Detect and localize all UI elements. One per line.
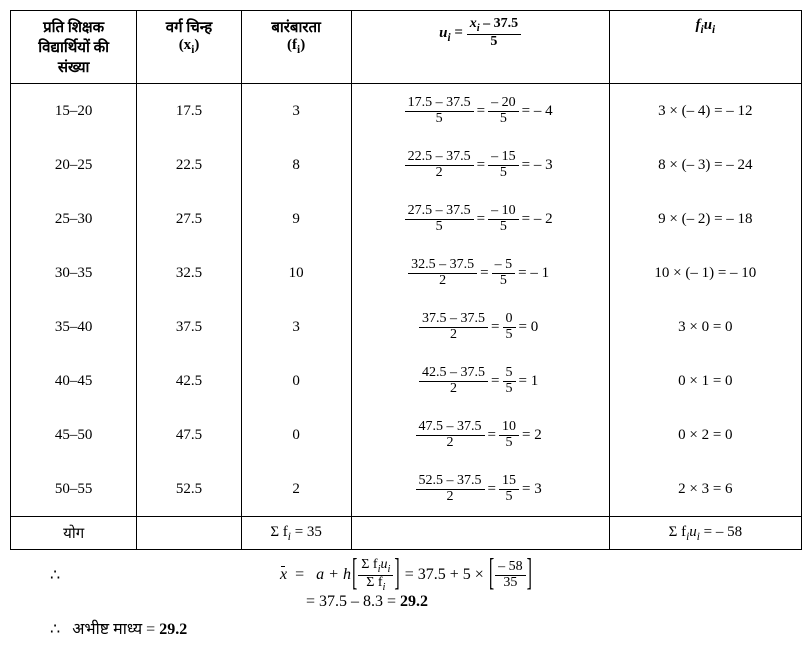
fnum-m: u (381, 557, 388, 572)
cell-u: 47.5 – 37.52=105 = 2 (351, 408, 609, 462)
cell-u: 17.5 – 37.55=– 205 = – 4 (351, 84, 609, 139)
h4-eq: = (451, 25, 467, 41)
cell-x: 32.5 (137, 246, 241, 300)
h3-l2a: (f (287, 37, 297, 53)
calc-mid: = 37.5 + 5 × (405, 566, 488, 583)
table-row: 50–5552.5252.5 – 37.52=155 = 32 × 3 = 6 (11, 462, 802, 517)
cell-fu: 3 × 0 = 0 (609, 300, 801, 354)
cell-fu: 2 × 3 = 6 (609, 462, 801, 517)
cell-f: 0 (241, 354, 351, 408)
cell-f: 3 (241, 300, 351, 354)
cell-f: 9 (241, 192, 351, 246)
cell-class: 25–30 (11, 192, 137, 246)
cell-u: 52.5 – 37.52=155 = 3 (351, 462, 609, 517)
cell-x: 42.5 (137, 354, 241, 408)
cell-fu: 8 × (– 3) = – 24 (609, 138, 801, 192)
h4-numrest: – 37.5 (480, 16, 519, 31)
cell-u: 37.5 – 37.52=05 = 0 (351, 300, 609, 354)
table-row: 30–3532.51032.5 – 37.52=– 55 = – 110 × (… (11, 246, 802, 300)
cell-class: 35–40 (11, 300, 137, 354)
table-row: 40–4542.5042.5 – 37.52=55 = 10 × 1 = 0 (11, 354, 802, 408)
cell-u: 27.5 – 37.55=– 105 = – 2 (351, 192, 609, 246)
fden: Σ f (366, 575, 382, 590)
h3-l2b: ) (300, 37, 305, 53)
calc-a: a + h (316, 566, 351, 583)
total-empty2 (351, 517, 609, 550)
header-class: प्रति शिक्षक विद्यार्थियों की संख्या (11, 11, 137, 84)
total-empty1 (137, 517, 241, 550)
therefore-2: ∴ (50, 621, 60, 638)
h2-l2b: ) (194, 37, 199, 53)
total-label: योग (11, 517, 137, 550)
cell-f: 10 (241, 246, 351, 300)
cell-u: 42.5 – 37.52=55 = 1 (351, 354, 609, 408)
cell-x: 22.5 (137, 138, 241, 192)
calculation: ∴ x = a + h[Σ fiuiΣ fi] = 37.5 + 5 × [– … (10, 558, 790, 639)
total-sumf: Σ fi = 35 (241, 517, 351, 550)
h1-l2: विद्यार्थियों की (38, 40, 109, 56)
cell-class: 40–45 (11, 354, 137, 408)
cell-fu: 10 × (– 1) = – 10 (609, 246, 801, 300)
cell-f: 3 (241, 84, 351, 139)
table-row: 35–4037.5337.5 – 37.52=05 = 03 × 0 = 0 (11, 300, 802, 354)
cell-x: 27.5 (137, 192, 241, 246)
h3-l1: बारंबारता (271, 20, 321, 36)
h2-l2a: (x (179, 37, 192, 53)
h1-l1: प्रति शिक्षक (43, 20, 104, 36)
table-row: 25–3027.5927.5 – 37.55=– 105 = – 29 × (–… (11, 192, 802, 246)
header-u-formula: ui = xi – 37.55 (351, 11, 609, 84)
table-row: 20–2522.5822.5 – 37.52=– 155 = – 38 × (–… (11, 138, 802, 192)
h5-b: u (704, 17, 712, 33)
cell-f: 8 (241, 138, 351, 192)
cell-x: 17.5 (137, 84, 241, 139)
final-pre: अभीष्ट माध्य = (72, 621, 159, 638)
fnum-s2: i (388, 564, 391, 575)
cell-fu: 3 × (– 4) = – 12 (609, 84, 801, 139)
vden: 35 (495, 576, 526, 591)
header-classmark: वर्ग चिन्ह (xi) (137, 11, 241, 84)
cell-u: 22.5 – 37.52=– 155 = – 3 (351, 138, 609, 192)
cell-fu: 9 × (– 2) = – 18 (609, 192, 801, 246)
table-row: 15–2017.5317.5 – 37.55=– 205 = – 43 × (–… (11, 84, 802, 139)
cell-class: 50–55 (11, 462, 137, 517)
cell-class: 30–35 (11, 246, 137, 300)
cell-class: 45–50 (11, 408, 137, 462)
table-total-row: योग Σ fi = 35 Σ fiui = – 58 (11, 517, 802, 550)
cell-x: 52.5 (137, 462, 241, 517)
h4-den: 5 (467, 35, 521, 50)
cell-fu: 0 × 2 = 0 (609, 408, 801, 462)
h4-num: x (470, 16, 477, 31)
fnum: Σ f (361, 557, 377, 572)
fden-s: i (383, 582, 386, 593)
vnum: – 58 (495, 560, 526, 576)
cell-class: 20–25 (11, 138, 137, 192)
table-body: 15–2017.5317.5 – 37.55=– 205 = – 43 × (–… (11, 84, 802, 550)
h1-l3: संख्या (58, 60, 90, 76)
ans1: 29.2 (400, 593, 428, 610)
statistics-table: प्रति शिक्षक विद्यार्थियों की संख्या वर्… (10, 10, 802, 550)
header-frequency: बारंबारता (fi) (241, 11, 351, 84)
cell-class: 15–20 (11, 84, 137, 139)
cell-x: 47.5 (137, 408, 241, 462)
cell-f: 0 (241, 408, 351, 462)
h2-l1: वर्ग चिन्ह (166, 20, 212, 36)
cell-f: 2 (241, 462, 351, 517)
header-fu: fiui (609, 11, 801, 84)
xbar: x (280, 566, 287, 583)
final: 29.2 (159, 621, 187, 638)
cell-u: 32.5 – 37.52=– 55 = – 1 (351, 246, 609, 300)
mean-formula: x = a + h[Σ fiuiΣ fi] = 37.5 + 5 × [– 58… (280, 558, 533, 593)
h5-bsub: i (712, 24, 715, 36)
final-answer: ∴ अभीष्ट माध्य = 29.2 (10, 617, 187, 639)
cell-x: 37.5 (137, 300, 241, 354)
therefore-1: ∴ (50, 567, 60, 584)
total-sumfu: Σ fiui = – 58 (609, 517, 801, 550)
cell-fu: 0 × 1 = 0 (609, 354, 801, 408)
eq1: = (295, 566, 308, 583)
table-row: 45–5047.5047.5 – 37.52=105 = 20 × 2 = 0 (11, 408, 802, 462)
